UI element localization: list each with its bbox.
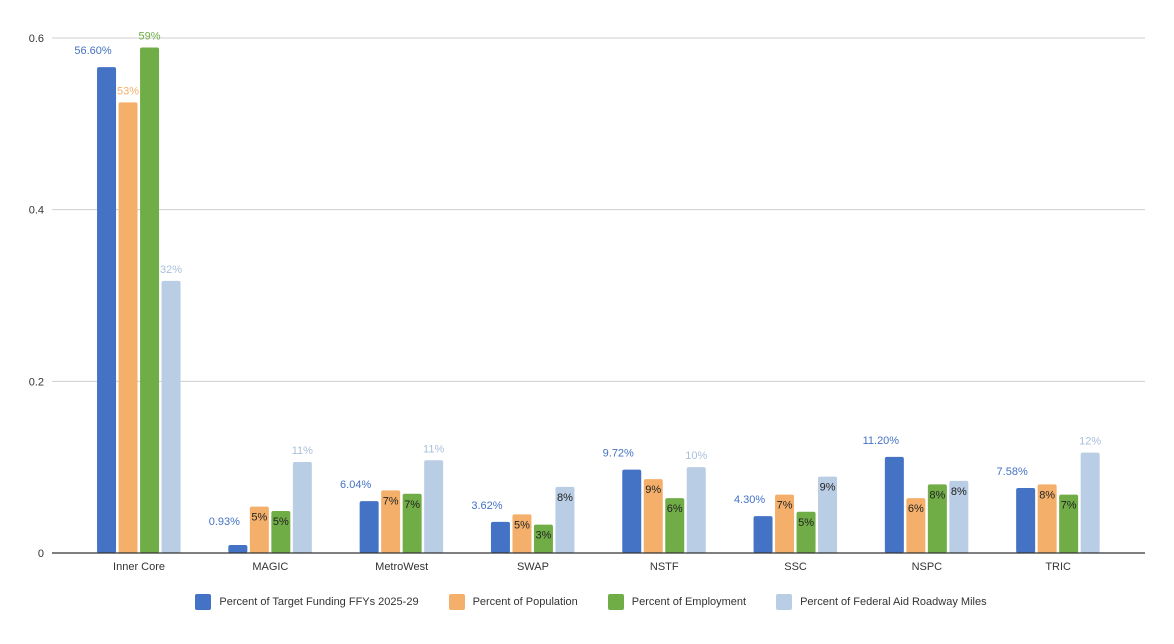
- data-label: 7%: [404, 499, 420, 511]
- bar: [1059, 494, 1079, 553]
- data-label: 53%: [117, 85, 139, 97]
- legend-label: Percent of Federal Aid Roadway Miles: [800, 596, 987, 608]
- data-label: 8%: [929, 489, 945, 501]
- x-tick-label: NSTF: [650, 561, 679, 573]
- bar: [533, 524, 553, 553]
- data-label: 7%: [1061, 500, 1077, 512]
- legend-label: Percent of Target Funding FFYs 2025-29: [219, 596, 419, 608]
- data-label: 5%: [273, 516, 289, 528]
- bar: [228, 545, 248, 553]
- x-tick-label: SSC: [784, 561, 807, 573]
- data-label: 11%: [423, 443, 444, 455]
- bar: [1080, 452, 1100, 553]
- bar: [424, 460, 444, 553]
- data-label: 12%: [1079, 436, 1101, 448]
- data-label: 11%: [292, 445, 313, 457]
- bar: [622, 469, 642, 553]
- y-tick-label: 0.4: [29, 205, 44, 217]
- data-label: 6%: [667, 503, 683, 515]
- legend-item[interactable]: Percent of Federal Aid Roadway Miles: [776, 594, 987, 610]
- bar: [249, 506, 269, 553]
- bar: [665, 498, 685, 553]
- legend-swatch: [448, 594, 465, 610]
- bar: [927, 484, 947, 553]
- data-label: 5%: [514, 519, 530, 531]
- bar: [686, 467, 706, 553]
- bar: [818, 476, 838, 553]
- data-label: 11.20%: [863, 435, 900, 447]
- data-label: 3%: [535, 530, 551, 542]
- bar: [271, 510, 291, 553]
- bar: [796, 511, 816, 553]
- data-label: 9%: [820, 482, 836, 494]
- bar: [402, 493, 422, 553]
- legend-item[interactable]: Percent of Target Funding FFYs 2025-29: [195, 594, 419, 610]
- bar: [490, 521, 510, 553]
- y-tick-label: 0.6: [29, 33, 44, 45]
- data-label: 56.60%: [74, 45, 112, 57]
- legend-label: Percent of Employment: [631, 596, 747, 608]
- bar: [140, 47, 160, 554]
- bar: [906, 498, 926, 553]
- legend-label: Percent of Population: [472, 596, 578, 608]
- bar: [949, 480, 969, 553]
- bar: [555, 486, 575, 553]
- legend-swatch: [195, 594, 212, 610]
- bar: [292, 462, 312, 553]
- data-label: 7%: [383, 495, 399, 507]
- bar: [775, 494, 795, 553]
- bar: [1016, 487, 1036, 553]
- legend-swatch: [776, 594, 793, 610]
- bar: [884, 456, 904, 553]
- legend-item[interactable]: Percent of Employment: [607, 594, 747, 610]
- data-label: 8%: [557, 492, 573, 504]
- data-label: 9%: [645, 484, 661, 496]
- data-label: 5%: [798, 517, 814, 529]
- bar: [1037, 484, 1057, 553]
- legend-item[interactable]: Percent of Population: [448, 594, 578, 610]
- data-label: 8%: [1039, 489, 1055, 501]
- bar: [753, 516, 773, 553]
- data-label: 7%: [777, 500, 793, 512]
- legend: Percent of Target Funding FFYs 2025-29 Pe…: [0, 594, 1174, 610]
- data-label: 32%: [160, 264, 182, 276]
- data-label: 0.93%: [209, 516, 240, 528]
- x-tick-label: MetroWest: [375, 561, 428, 573]
- x-tick-label: Inner Core: [113, 561, 165, 573]
- y-tick-label: 0: [38, 548, 44, 560]
- x-tick-label: SWAP: [517, 561, 549, 573]
- data-label: 6%: [908, 503, 924, 515]
- x-tick-label: TRIC: [1045, 561, 1071, 573]
- data-label: 3.62%: [471, 500, 502, 512]
- grouped-bar-chart: 0 0.2 0.4 0.6 Inner Core 56.60% 53% 59% 32% MAGIC…: [29, 30, 1145, 573]
- y-tick-label: 0.2: [29, 376, 44, 388]
- data-label: 59%: [139, 30, 161, 42]
- bar: [118, 102, 138, 553]
- data-label: 9.72%: [603, 448, 634, 460]
- data-label: 7.58%: [997, 466, 1028, 478]
- data-label: 8%: [951, 486, 967, 498]
- bar: [512, 514, 532, 553]
- x-tick-label: NSPC: [912, 561, 943, 573]
- data-label: 10%: [685, 450, 707, 462]
- data-label: 6.04%: [340, 479, 371, 491]
- data-label: 4.30%: [734, 494, 765, 506]
- bar: [381, 490, 401, 553]
- bar: [97, 67, 117, 553]
- bar: [161, 280, 181, 553]
- x-tick-label: MAGIC: [252, 561, 288, 573]
- legend-swatch: [607, 594, 624, 610]
- data-label: 5%: [251, 512, 267, 524]
- bar: [643, 479, 663, 553]
- bar: [359, 501, 379, 553]
